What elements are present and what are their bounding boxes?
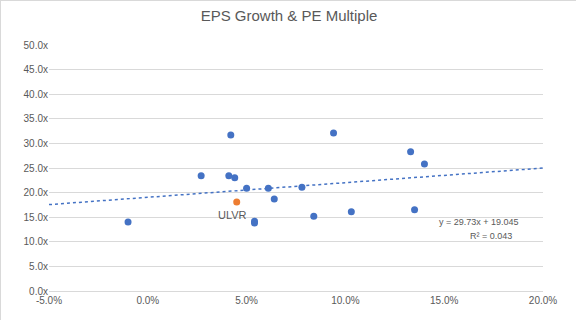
svg-text:45.0x: 45.0x — [24, 64, 48, 75]
svg-text:5.0x: 5.0x — [29, 261, 48, 272]
svg-text:15.0x: 15.0x — [24, 212, 48, 223]
svg-text:ULVR: ULVR — [218, 209, 247, 221]
svg-text:y = 29.73x + 19.045: y = 29.73x + 19.045 — [439, 217, 519, 227]
svg-text:5.0%: 5.0% — [235, 295, 258, 306]
svg-text:50.0x: 50.0x — [24, 40, 48, 51]
svg-text:30.0x: 30.0x — [24, 138, 48, 149]
svg-text:0.0%: 0.0% — [136, 295, 159, 306]
svg-text:10.0x: 10.0x — [24, 236, 48, 247]
svg-text:R² = 0.043: R² = 0.043 — [470, 231, 512, 241]
svg-text:0.0x: 0.0x — [29, 286, 48, 297]
svg-text:20.0x: 20.0x — [24, 187, 48, 198]
svg-text:15.0%: 15.0% — [430, 295, 458, 306]
svg-text:20.0%: 20.0% — [529, 295, 557, 306]
svg-text:25.0x: 25.0x — [24, 163, 48, 174]
svg-text:40.0x: 40.0x — [24, 89, 48, 100]
svg-text:EPS Growth & PE Multiple: EPS Growth & PE Multiple — [201, 7, 378, 24]
svg-text:35.0x: 35.0x — [24, 113, 48, 124]
svg-text:10.0%: 10.0% — [331, 295, 359, 306]
svg-text:-5.0%: -5.0% — [36, 295, 62, 306]
